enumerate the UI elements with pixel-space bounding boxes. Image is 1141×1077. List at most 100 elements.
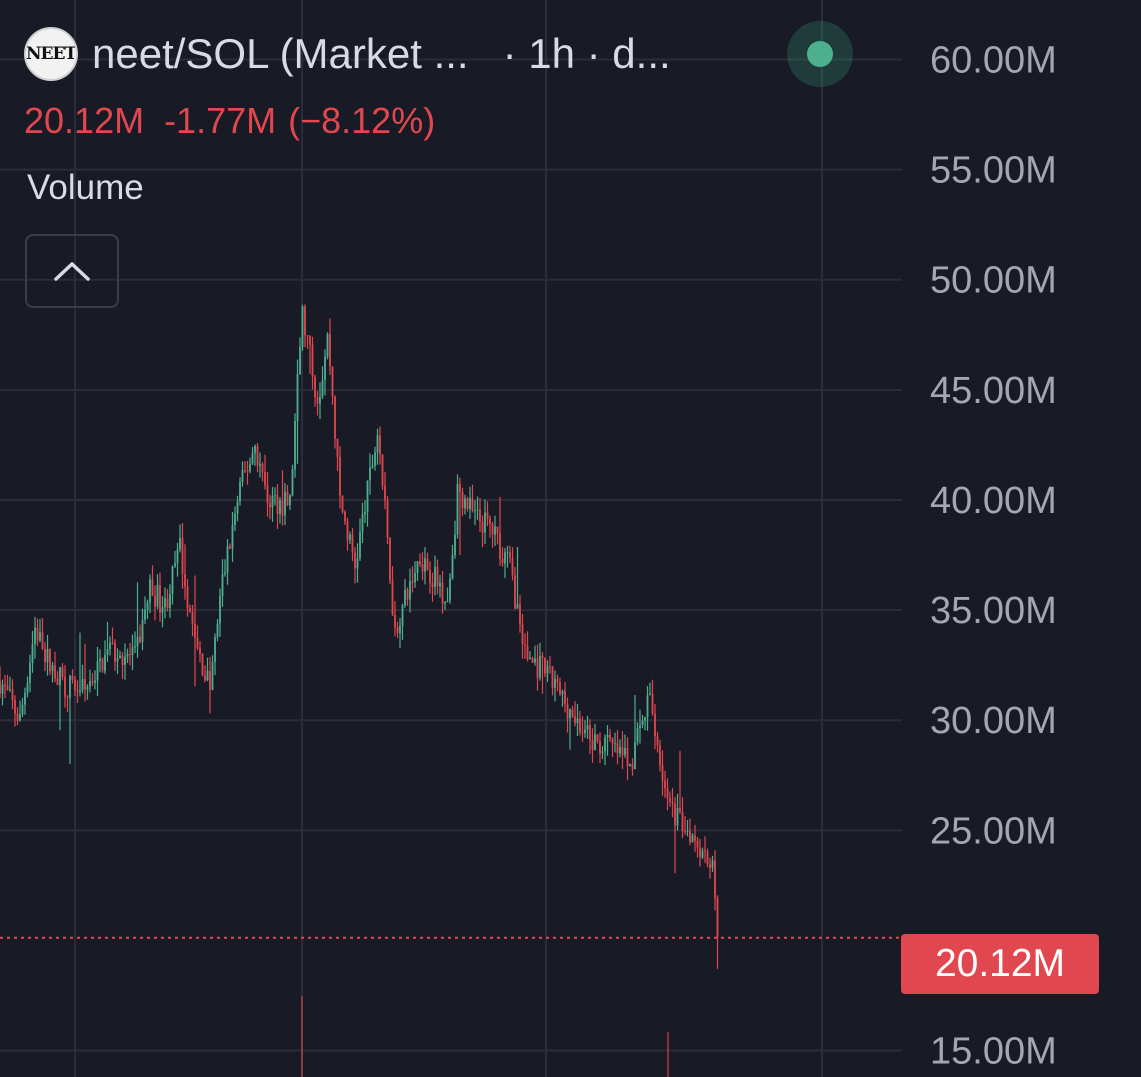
candle-body [124, 656, 126, 665]
candle-body [594, 734, 596, 751]
symbol-title[interactable]: neet/SOL (Market ... [92, 30, 469, 77]
candle-body [284, 491, 286, 516]
candle-body [189, 608, 191, 613]
market-open-dot-icon [807, 41, 833, 67]
candle-body [571, 709, 574, 717]
candle-body [386, 500, 389, 538]
price-change: -1.77M [164, 100, 277, 141]
candle-body [659, 745, 661, 766]
candle-body [589, 725, 591, 740]
candle-body [504, 552, 506, 564]
price-axis: 60.00M 55.00M 50.00M 45.00M 40.00M 35.00M 30.0… [930, 39, 1057, 1072]
candle-body [639, 725, 641, 729]
candle-body [51, 665, 54, 672]
price-change-row: 20.12M -1.77M (−8.12%) [24, 100, 435, 142]
candle-body [119, 655, 121, 659]
candle-body [619, 747, 621, 754]
price-change-percent: (−8.12%) [288, 100, 436, 141]
candle-body [346, 521, 349, 540]
candle-body [254, 446, 256, 453]
candle-body [364, 512, 366, 515]
candle-body [636, 728, 639, 743]
volume-bars [301, 996, 669, 1077]
candle-body [356, 558, 359, 569]
candle-body [209, 670, 211, 690]
candle-body [206, 670, 209, 681]
candle-body [279, 500, 281, 514]
candle-body [376, 435, 379, 453]
candle-body [554, 678, 556, 688]
candle-body [481, 521, 484, 533]
candle-body [559, 682, 561, 695]
candle-body [434, 566, 436, 587]
candle-body [414, 573, 416, 583]
candle-body [426, 558, 429, 571]
candle-body [439, 582, 441, 587]
candle-body [421, 564, 424, 572]
candle-body [249, 463, 251, 472]
candle-body [294, 420, 296, 470]
candle-body [274, 495, 276, 497]
candle-body [146, 602, 149, 610]
candle-body [354, 552, 356, 569]
candle-body [266, 485, 269, 503]
candle-body [196, 637, 199, 648]
candle-body [91, 681, 94, 683]
candle-body [21, 704, 24, 715]
candle-body [716, 898, 719, 938]
candle-body [211, 661, 214, 690]
candle-body [446, 600, 449, 602]
candle-body [629, 764, 631, 767]
candle-body [591, 739, 594, 751]
candle-body [66, 696, 69, 698]
chart-legend-header: NEET neet/SOL (Market ... · 1h · d... [24, 26, 671, 82]
candle-body [651, 693, 654, 714]
candle-body [509, 552, 511, 558]
candle-body [476, 509, 479, 511]
candle-body [164, 598, 166, 608]
candle-body [204, 675, 206, 681]
candle-body [611, 738, 614, 744]
candle-body [689, 830, 691, 843]
candle-body [479, 509, 481, 522]
candle-body [154, 596, 156, 607]
candle-body [541, 655, 544, 658]
candle-body [654, 713, 656, 737]
candle-body [614, 743, 616, 745]
candle-body [444, 601, 446, 604]
candle-body [6, 685, 9, 690]
candle-body [671, 801, 674, 804]
candle-body [256, 446, 259, 466]
candle-body [96, 661, 99, 681]
candle-body [471, 498, 474, 511]
candle-body [269, 502, 271, 508]
candle-body [229, 546, 231, 549]
candle-body [416, 561, 419, 574]
candle-body [584, 729, 586, 733]
candle-body [534, 658, 536, 663]
candle-body [111, 642, 114, 644]
candle-body [276, 495, 279, 514]
collapse-legend-button[interactable] [25, 234, 119, 308]
candle-body [684, 831, 686, 833]
candle-body [539, 655, 541, 678]
candle-body [546, 666, 549, 674]
candle-body [64, 676, 66, 697]
candle-body [179, 537, 181, 550]
candle-body [216, 623, 219, 638]
candle-body [341, 495, 344, 512]
candle-body [396, 627, 399, 634]
candle-body [609, 734, 611, 739]
candle-body [231, 525, 234, 549]
candle-body [401, 605, 404, 626]
candle-body [379, 435, 381, 455]
candle-body [711, 860, 714, 868]
candle-body [469, 498, 471, 509]
candle-body [466, 498, 469, 509]
y-tick-label: 55.00M [930, 150, 1057, 192]
candle-body [24, 692, 26, 705]
candle-body [516, 604, 519, 609]
candle-body [596, 734, 599, 742]
volume-indicator-label[interactable]: Volume [27, 168, 144, 207]
